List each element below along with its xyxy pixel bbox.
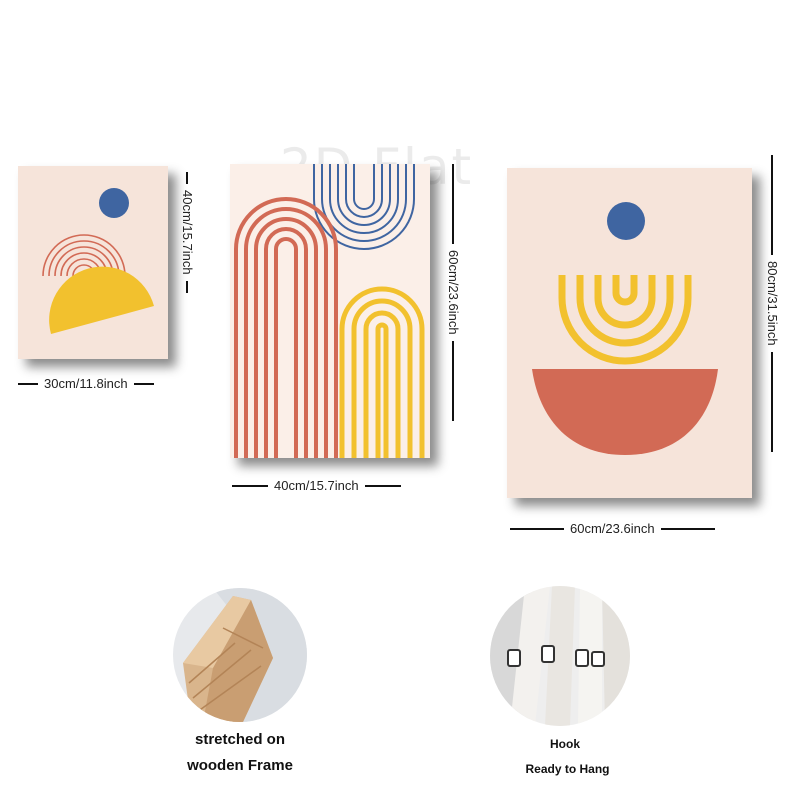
medium-print-artwork — [230, 164, 430, 458]
terracotta-arches — [234, 197, 338, 458]
dimension-line — [186, 280, 189, 293]
frame-caption-line1: stretched on — [194, 731, 285, 748]
hook-illustration — [490, 586, 630, 726]
large-height-label: 80cm/31.5inch — [765, 261, 780, 346]
blue-sun-shape — [607, 202, 645, 240]
yellow-arches — [339, 286, 425, 458]
dimension-line — [771, 351, 774, 452]
hook-icon — [507, 645, 605, 667]
wooden-frame-illustration — [173, 588, 307, 722]
dimension-line — [364, 484, 401, 487]
medium-width-label: 40cm/15.7inch — [274, 478, 359, 493]
large-width-label: 60cm/23.6inch — [570, 521, 655, 536]
large-height-dimension: 80cm/31.5inch — [765, 155, 780, 495]
hook-caption-line2: Ready to Hang — [525, 762, 610, 776]
medium-height-label: 60cm/23.6inch — [446, 250, 461, 335]
terracotta-bowl-shape — [532, 369, 718, 455]
small-height-dimension: 40cm/15.7inch — [180, 172, 195, 352]
small-height-label: 40cm/15.7inch — [180, 190, 195, 275]
large-print-artwork — [507, 168, 752, 498]
hook-caption-line1: Hook — [550, 737, 580, 751]
small-canvas-print — [18, 166, 168, 359]
dimension-line — [452, 164, 455, 244]
dimension-line — [18, 382, 38, 385]
medium-width-dimension: 40cm/15.7inch — [232, 478, 432, 493]
dimension-line — [186, 172, 189, 184]
dimension-line — [452, 340, 455, 421]
small-width-label: 30cm/11.8inch — [44, 376, 128, 391]
dimension-line — [510, 527, 564, 530]
frame-caption-line2: wooden Frame — [187, 757, 293, 774]
medium-height-dimension: 60cm/23.6inch — [446, 164, 461, 464]
yellow-half-circle — [49, 266, 154, 334]
small-print-artwork — [18, 166, 168, 359]
blue-u-arcs — [313, 164, 415, 250]
yellow-u-arcs — [558, 275, 692, 365]
wooden-frame-photo — [173, 588, 307, 722]
small-width-dimension: 30cm/11.8inch — [18, 376, 168, 391]
dimension-line — [660, 527, 715, 530]
blue-sun-shape — [99, 188, 129, 218]
hook-photo — [490, 586, 630, 726]
medium-canvas-print — [230, 164, 430, 458]
large-canvas-print — [507, 168, 752, 498]
large-width-dimension: 60cm/23.6inch — [510, 521, 750, 536]
dimension-line — [232, 484, 268, 487]
dimension-line — [771, 155, 774, 255]
dimension-line — [133, 382, 154, 385]
